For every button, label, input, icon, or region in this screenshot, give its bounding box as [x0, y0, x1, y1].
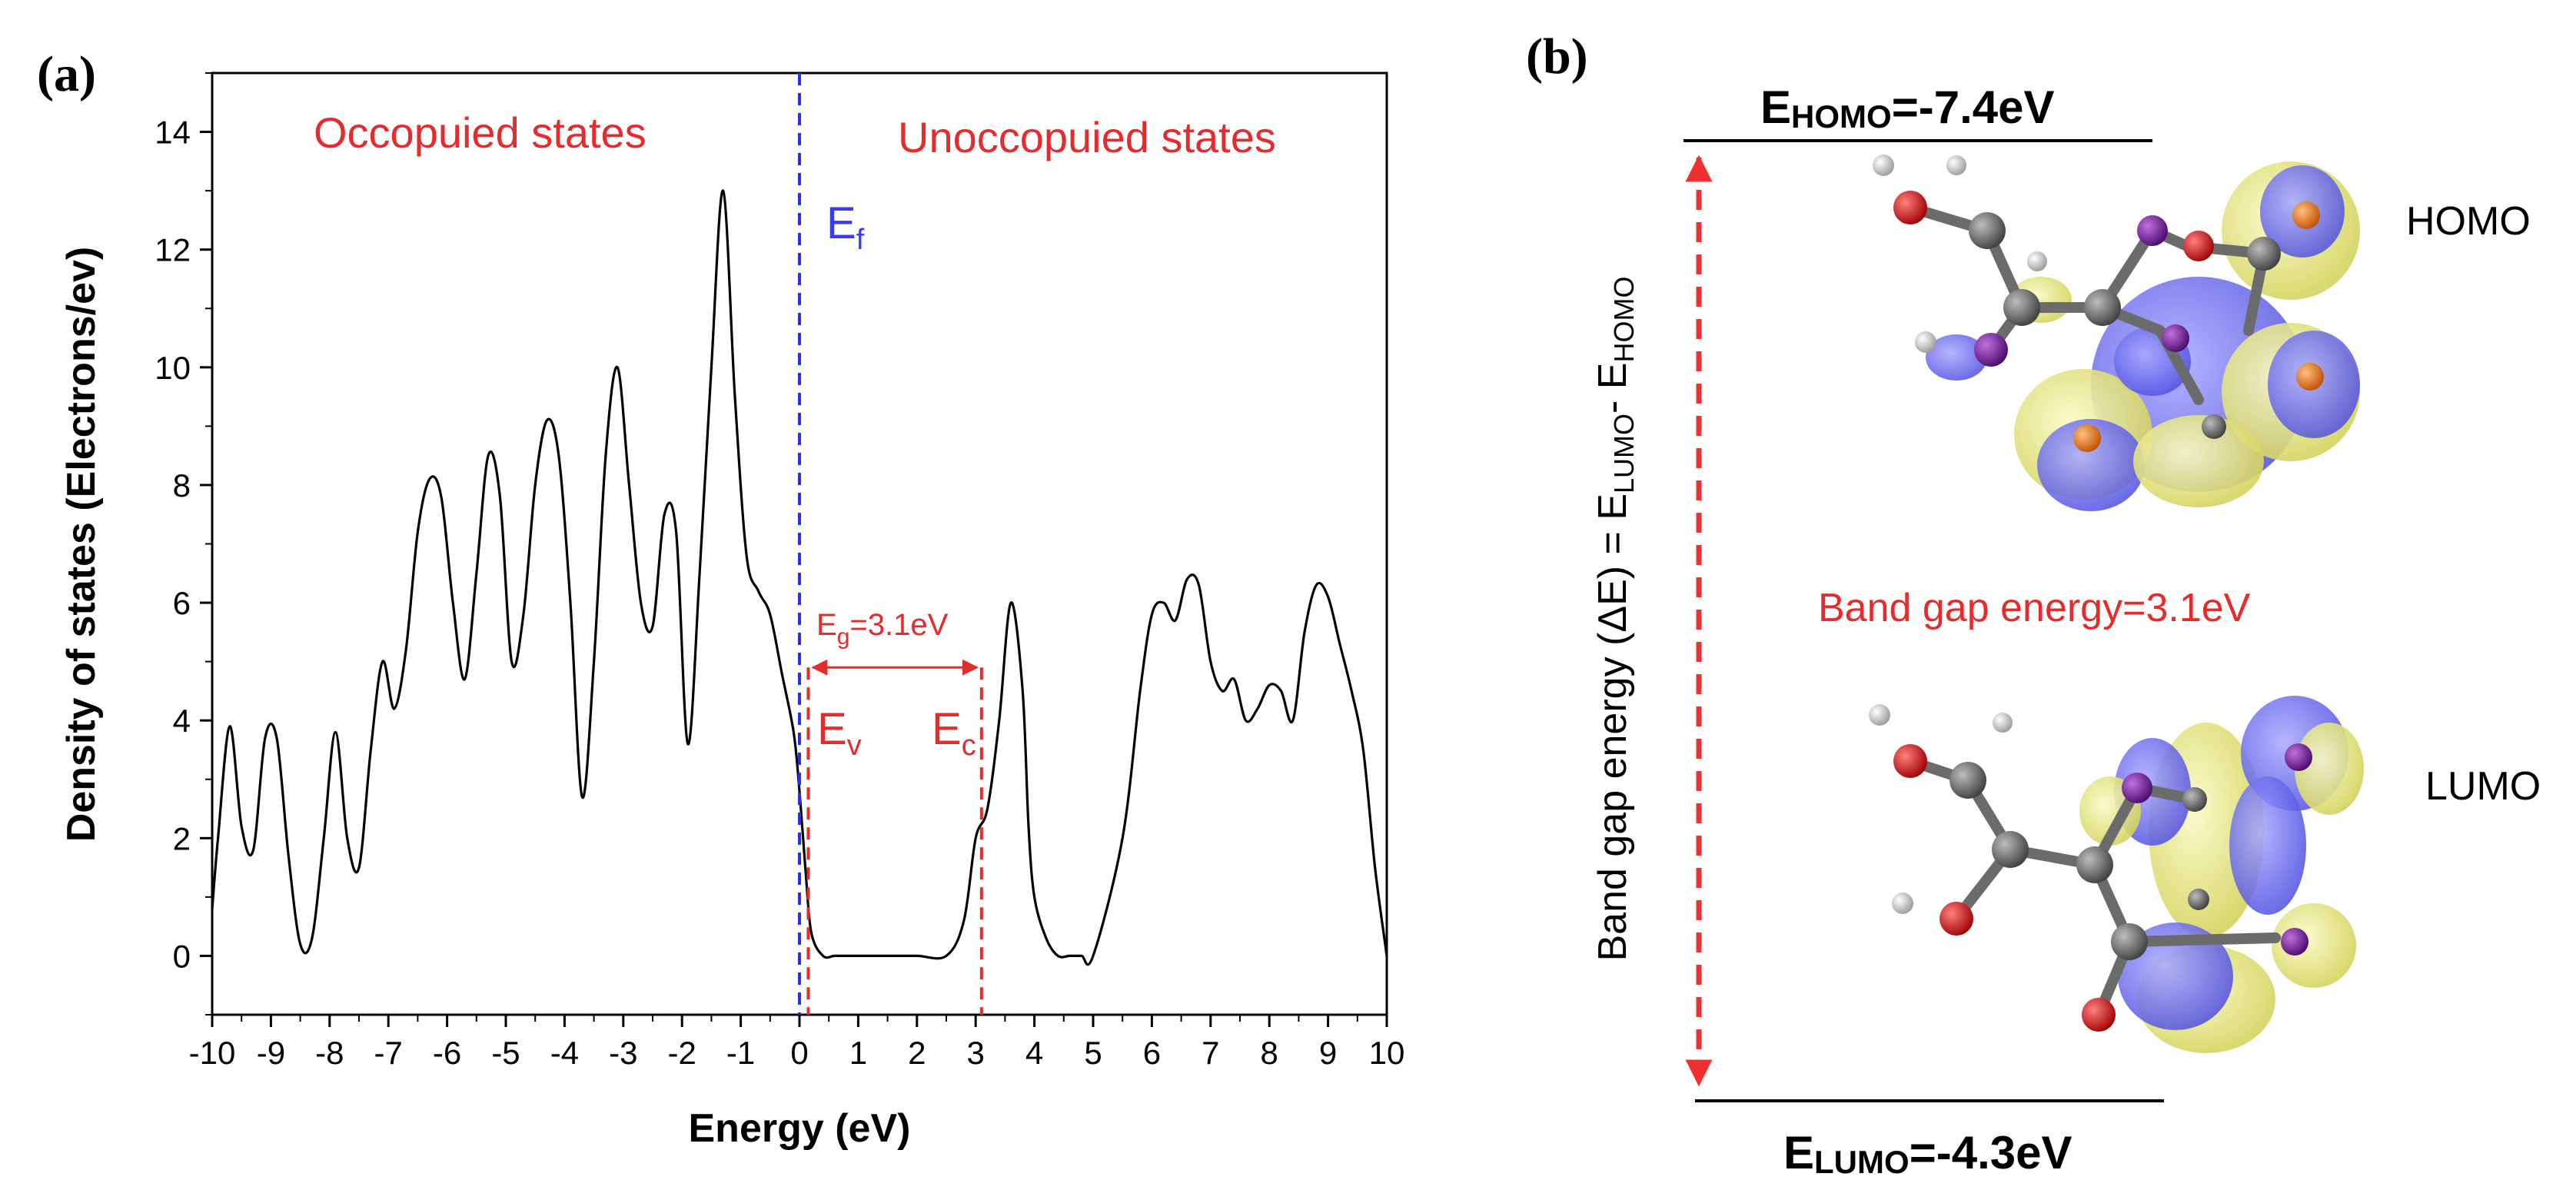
band-gap-energy-text: Band gap energy=3.1eV — [1818, 586, 2251, 630]
x-tick-label: 5 — [1084, 1035, 1102, 1071]
y-tick-label: 2 — [173, 820, 191, 856]
x-tick-label: 1 — [849, 1035, 867, 1071]
y-tick-label: 10 — [155, 350, 191, 386]
y-tick-label: 12 — [155, 232, 191, 268]
valence-edge-label: Ev — [817, 704, 862, 762]
x-tick-label: 9 — [1319, 1035, 1337, 1071]
homo-lumo-diagram: EHOMO=-7.4eV ELUMO=-4.3eV Band gap energ… — [1590, 81, 2541, 1180]
conduction-edge-label: Ec — [932, 704, 976, 762]
lumo-molecule-image — [1869, 696, 2364, 1053]
x-tick-label: 10 — [1369, 1035, 1405, 1071]
x-tick-label: -7 — [374, 1035, 403, 1071]
x-tick-label: 2 — [908, 1035, 926, 1071]
y-tick-label: 4 — [173, 703, 191, 739]
lumo-orbital-label: LUMO — [2425, 764, 2541, 809]
fermi-level-label: Ef — [826, 198, 865, 256]
x-tick-label: -10 — [189, 1035, 236, 1071]
y-tick-label: 14 — [155, 115, 191, 151]
band-gap-formula-label: Band gap energy (ΔE) = ELUMO- EHOMO — [1590, 276, 1640, 961]
occupied-states-label: Occopuied states — [314, 108, 646, 157]
x-tick-label: -3 — [609, 1035, 637, 1071]
x-axis-ticks: -10 -9 -8 -7 -6 -5 -4 -3 -2 -1 0 1 2 3 4 5 6 7 8 9 10 — [189, 1015, 1405, 1071]
x-tick-label: 4 — [1025, 1035, 1043, 1071]
lumo-energy-label: ELUMO=-4.3eV — [1783, 1127, 2072, 1180]
homo-orbital-label: HOMO — [2406, 199, 2531, 244]
x-tick-label: -4 — [550, 1035, 579, 1071]
x-tick-label: -9 — [257, 1035, 285, 1071]
x-tick-label: 7 — [1202, 1035, 1219, 1071]
x-tick-label: 8 — [1261, 1035, 1278, 1071]
x-tick-label: -8 — [315, 1035, 344, 1071]
band-gap-label: Eg=3.1eV — [816, 608, 949, 650]
dos-chart: -10 -9 -8 -7 -6 -5 -4 -3 -2 -1 0 1 2 3 4 5 6 7 8 9 10 024681… — [59, 73, 1404, 1151]
x-tick-label: -1 — [726, 1035, 755, 1071]
y-tick-label: 8 — [173, 467, 191, 504]
unoccupied-states-label: Unoccopuied states — [898, 113, 1276, 161]
x-tick-label: 0 — [790, 1035, 808, 1071]
x-tick-label: -5 — [491, 1035, 520, 1071]
figure-canvas: (a) (b) -10 -9 -8 -7 -6 -5 -4 -3 -2 -1 0 1 2 3 4 5 6 7 8 9 1… — [0, 0, 2576, 1190]
x-tick-label: 6 — [1143, 1035, 1161, 1071]
y-axis-title: Density of states (Electrons/ev) — [59, 247, 104, 842]
y-tick-label: 0 — [173, 938, 191, 974]
x-tick-label: -2 — [668, 1035, 696, 1071]
homo-molecule-image — [1873, 155, 2360, 511]
x-axis-title: Energy (eV) — [689, 1106, 911, 1151]
x-tick-label: 3 — [967, 1035, 985, 1071]
homo-energy-label: EHOMO=-7.4eV — [1760, 81, 2055, 135]
x-tick-label: -6 — [433, 1035, 461, 1071]
y-tick-label: 6 — [173, 585, 191, 621]
y-axis-ticks: 0 2 4 6 8 10 12 14 — [155, 73, 212, 1015]
panel-b-label: (b) — [1526, 28, 1588, 85]
panel-a-label: (a) — [37, 46, 96, 102]
